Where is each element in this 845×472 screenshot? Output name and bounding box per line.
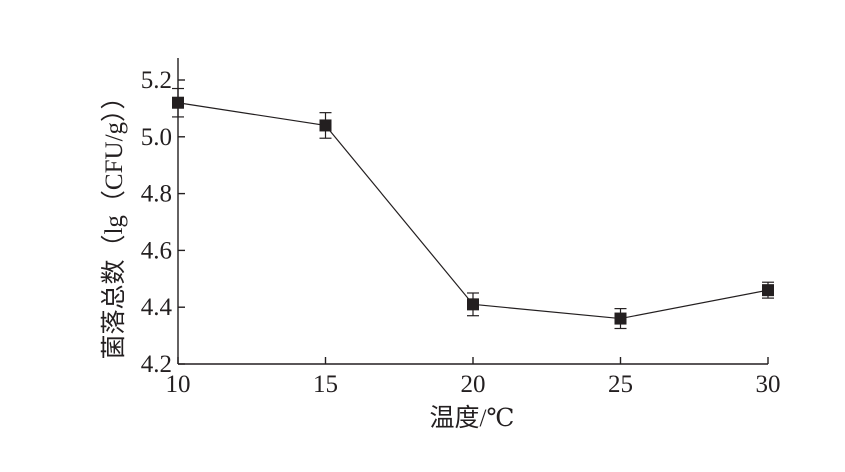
- ticks: 10 15 20 25 30 4.2 4.4 4.6 4.8 5.0 5.2: [141, 67, 781, 398]
- x-tick-label: 20: [461, 371, 486, 398]
- data-point: [172, 96, 184, 109]
- series-lines: [177, 102, 769, 320]
- x-tick-label: 10: [166, 371, 191, 398]
- x-tick-label: 30: [756, 371, 781, 398]
- series-line: [177, 102, 769, 320]
- x-tick-label: 15: [313, 371, 338, 398]
- y-axis-title: 菌落总数（lg（CFU/g））: [100, 84, 128, 359]
- data-point: [467, 298, 479, 311]
- x-axis-title: 温度/℃: [430, 404, 515, 432]
- y-tick-label: 4.2: [141, 351, 172, 378]
- data-markers: [172, 96, 774, 325]
- y-tick-label: 4.4: [141, 294, 173, 321]
- data-point: [319, 119, 332, 132]
- data-point: [762, 284, 774, 297]
- axes: [177, 58, 768, 365]
- data-point: [614, 312, 627, 325]
- y-tick-label: 5.0: [141, 124, 172, 151]
- y-tick-label: 5.2: [141, 67, 172, 94]
- y-tick-label: 4.6: [141, 237, 172, 264]
- x-tick-label: 25: [608, 371, 633, 398]
- y-tick-label: 4.8: [141, 181, 172, 208]
- error-bars: [172, 87, 774, 330]
